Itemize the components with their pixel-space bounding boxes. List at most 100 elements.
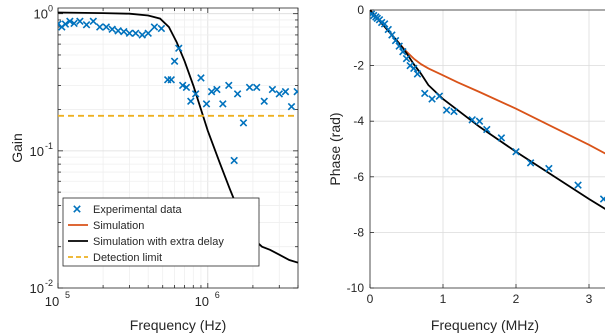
gain-data-point (239, 119, 248, 127)
phase-data-point (483, 125, 491, 134)
gain-data-point (89, 17, 98, 26)
phase-data-point (420, 89, 429, 98)
gain-series-line (58, 11, 298, 264)
gain-data-point (187, 97, 195, 105)
gain-data-point (219, 100, 227, 108)
phase-series-line (370, 10, 605, 155)
gain-axes-box (57, 7, 299, 289)
gain-data-point (114, 27, 122, 35)
gain-data-point (182, 83, 191, 92)
phase-data-point (450, 107, 458, 116)
phase-data-point (526, 159, 535, 167)
legend-item: Simulation (68, 220, 144, 232)
legend-label: Simulation with extra delay (93, 236, 224, 248)
gain-ytick-exponent: 0 (48, 4, 53, 14)
phase-data-point (512, 148, 520, 156)
gain-data-point (144, 29, 152, 38)
gain-data-point (252, 83, 261, 92)
gain-data-point (70, 19, 78, 28)
phase-data-point (428, 95, 436, 103)
phase-xlabel: Frequency (MHz) (431, 317, 539, 333)
gain-xtick-label: 10 (195, 294, 209, 309)
phase-data-point (384, 25, 393, 34)
legend-label: Simulation (93, 220, 144, 232)
legend-marker-cross (73, 205, 81, 213)
phase-data-point (599, 195, 605, 203)
gain-data-point (175, 44, 183, 52)
gain-data-point (260, 97, 268, 105)
gain-ytick-label: 10 (30, 144, 44, 159)
gain-data-point (207, 87, 216, 96)
phase-xtick-label: 2 (513, 292, 520, 306)
gain-ylabel: Gain (9, 133, 25, 163)
gain-xtick-label: 10 (45, 294, 59, 309)
gain-data-point (281, 87, 290, 96)
phase-data-point (497, 134, 506, 142)
gain-data-point (120, 27, 128, 36)
gain-ytick-label: 10 (34, 7, 48, 22)
gain-data-point (233, 90, 242, 98)
phase-data-point (442, 106, 451, 114)
phase-xtick-label: 3 (586, 292, 593, 306)
gain-data-point (202, 100, 211, 108)
gain-data-point (138, 31, 147, 39)
phase-ytick-label: -2 (353, 59, 364, 73)
phase-data-point (410, 64, 418, 73)
phase-data-point (475, 117, 484, 125)
phase-data-point (468, 116, 476, 124)
gain-data-point (125, 29, 134, 38)
gain-data-point (197, 74, 205, 82)
legend-label: Experimental data (93, 204, 183, 216)
gain-ytick-label: 10 (30, 281, 44, 296)
phase-data-point (413, 70, 422, 78)
gain-data-point (108, 25, 116, 34)
gain-xlabel: Frequency (Hz) (130, 317, 226, 333)
phase-ytick-label: 0 (357, 3, 364, 17)
gain-ytick-exponent: -2 (45, 278, 53, 288)
gain-data-point (131, 29, 140, 38)
gain-tick-marks (57, 8, 299, 289)
gain-plot-area (58, 11, 298, 264)
gain-ytick-exponent: -1 (45, 141, 53, 151)
gain-xtick-exponent: 6 (215, 290, 220, 300)
gain-data-point (157, 24, 166, 33)
phase-data-point (395, 42, 403, 50)
phase-ytick-label: -8 (353, 225, 364, 239)
gain-data-point (102, 23, 111, 31)
gain-xtick-exponent: 5 (65, 290, 70, 300)
phase-data-point (399, 47, 407, 56)
phase-xtick-label: 0 (367, 292, 374, 306)
gain-data-point (213, 85, 221, 94)
legend-item: Experimental data (73, 204, 183, 216)
phase-series-line (370, 10, 605, 210)
gain-data-point (66, 17, 74, 26)
gain-data-point (95, 23, 104, 31)
phase-data-point (388, 31, 396, 39)
phase-ylabel: Phase (rad) (327, 112, 343, 185)
phase-ytick-label: -4 (353, 114, 364, 128)
gain-data-point (76, 17, 84, 26)
gain-data-point (170, 57, 179, 66)
gain-data-point (191, 90, 200, 98)
phase-data-point (545, 164, 553, 173)
phase-plot-area (370, 10, 605, 210)
gain-data-point (268, 85, 277, 94)
gain-data-point (167, 75, 176, 84)
gain-data-point (230, 156, 238, 165)
gain-data-point (293, 87, 298, 96)
gain-data-point (82, 21, 91, 29)
phase-data-point (402, 54, 411, 63)
phase-data-point (435, 92, 444, 100)
gain-data-point (275, 90, 284, 98)
phase-data-point (574, 181, 582, 189)
phase-ytick-label: -10 (347, 281, 365, 295)
gain-data-point (150, 23, 159, 31)
gain-data-point (178, 81, 187, 90)
legend-label: Detection limit (93, 252, 162, 264)
phase-xtick-label: 1 (440, 292, 447, 306)
gain-data-point (224, 81, 233, 90)
legend-item: Detection limit (68, 252, 162, 264)
